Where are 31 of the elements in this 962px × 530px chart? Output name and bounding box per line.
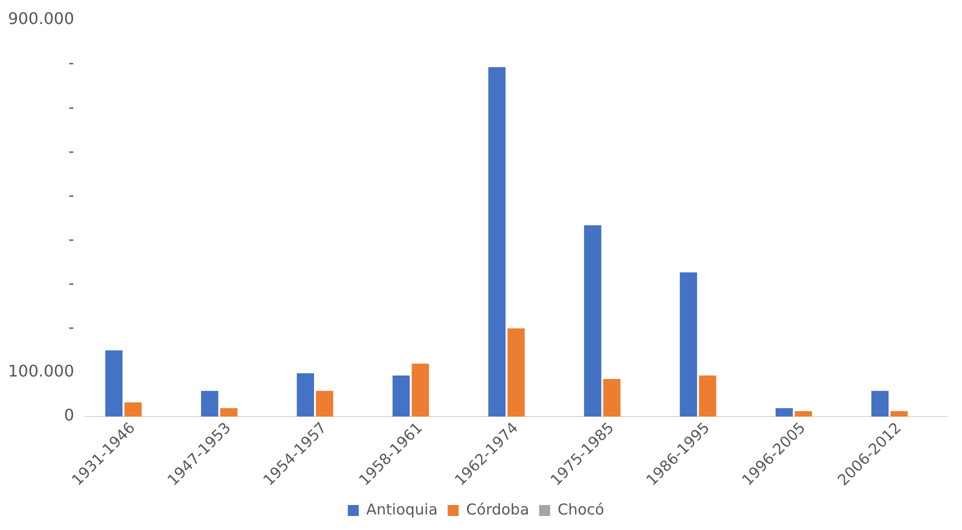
bar bbox=[680, 272, 698, 416]
legend-label: Antioquia bbox=[366, 500, 438, 518]
bar bbox=[296, 373, 314, 416]
y-tick-label: - bbox=[68, 185, 74, 204]
bar bbox=[105, 350, 123, 416]
bar bbox=[507, 328, 525, 416]
bar bbox=[794, 411, 812, 416]
y-tick-label: - bbox=[68, 273, 74, 292]
legend-label: Córdoba bbox=[466, 500, 530, 518]
legend-label: Chocó bbox=[558, 500, 604, 518]
y-tick-label: 100.000 bbox=[8, 362, 74, 381]
y-tick-label: - bbox=[68, 229, 74, 248]
bar bbox=[316, 390, 334, 416]
bar bbox=[698, 375, 716, 416]
bar bbox=[220, 408, 238, 416]
bar bbox=[603, 379, 620, 416]
y-tick-label: - bbox=[68, 53, 74, 72]
bar bbox=[871, 390, 889, 416]
y-tick-label: - bbox=[68, 141, 74, 160]
bar bbox=[584, 225, 602, 416]
bar bbox=[488, 67, 506, 416]
bar bbox=[201, 390, 218, 416]
y-tick-label: - bbox=[68, 97, 74, 116]
y-tick-label: - bbox=[68, 318, 74, 337]
bar bbox=[124, 402, 142, 416]
bar bbox=[890, 411, 908, 416]
bar bbox=[392, 375, 410, 416]
bar bbox=[412, 364, 429, 416]
y-tick-label: 0 bbox=[64, 406, 74, 425]
bar bbox=[776, 408, 793, 416]
y-tick-label: 900.000 bbox=[8, 9, 74, 28]
